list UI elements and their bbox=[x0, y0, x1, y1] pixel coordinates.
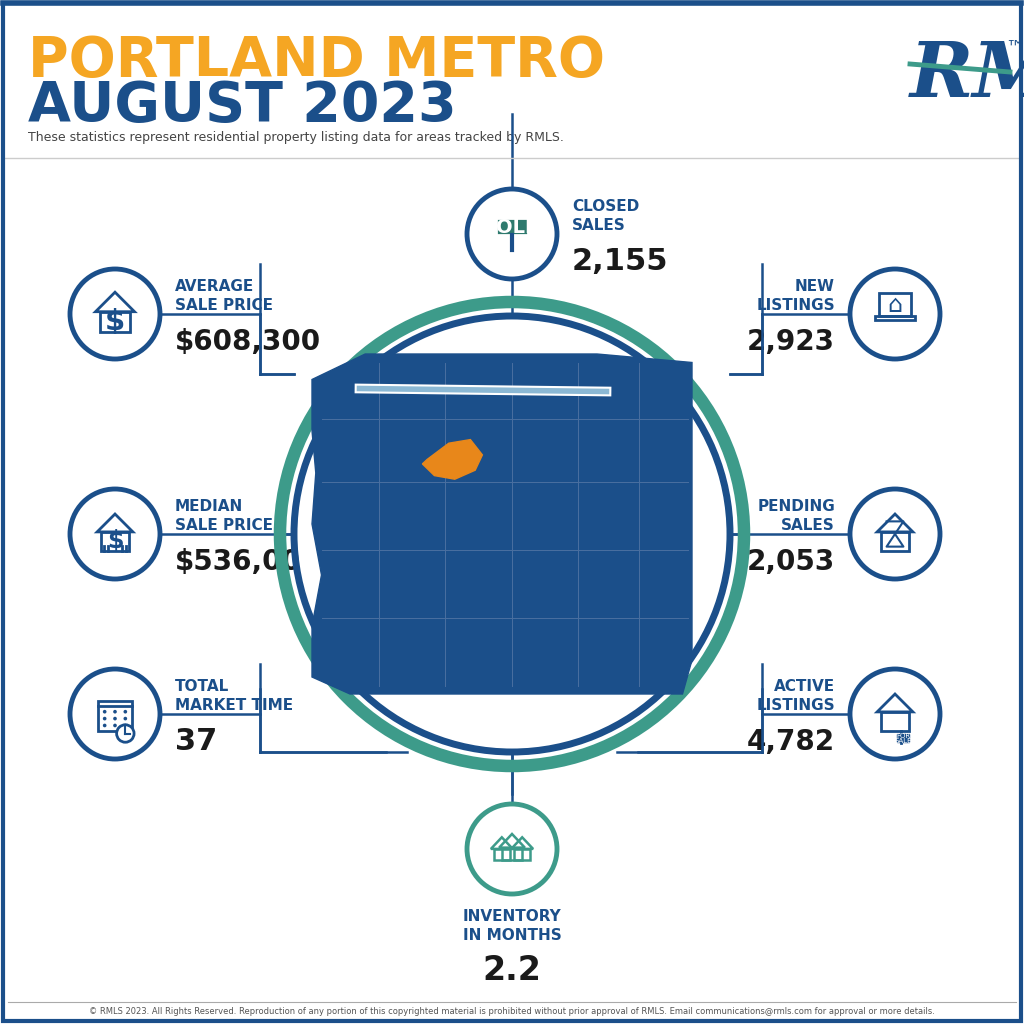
Bar bbox=[514, 849, 530, 860]
Text: RMLS: RMLS bbox=[910, 39, 1024, 113]
Bar bbox=[100, 311, 130, 333]
Text: 4,782: 4,782 bbox=[746, 728, 835, 756]
Bar bbox=[879, 293, 911, 316]
Circle shape bbox=[124, 724, 127, 727]
Bar bbox=[494, 849, 510, 860]
Bar bbox=[101, 531, 129, 551]
Circle shape bbox=[102, 717, 106, 721]
Text: $608,300: $608,300 bbox=[175, 328, 322, 356]
Bar bbox=[897, 734, 909, 742]
Text: INVENTORY
IN MONTHS: INVENTORY IN MONTHS bbox=[463, 909, 561, 943]
Text: MEDIAN
SALE PRICE: MEDIAN SALE PRICE bbox=[175, 500, 273, 532]
Circle shape bbox=[850, 669, 940, 759]
Circle shape bbox=[850, 269, 940, 359]
Text: AUGUST 2023: AUGUST 2023 bbox=[28, 79, 457, 133]
Text: $: $ bbox=[106, 528, 123, 553]
Text: $: $ bbox=[104, 308, 125, 336]
Circle shape bbox=[102, 710, 106, 714]
Circle shape bbox=[114, 724, 117, 727]
Bar bbox=[496, 218, 528, 236]
Bar bbox=[882, 712, 908, 731]
Text: AVERAGE
SALE PRICE: AVERAGE SALE PRICE bbox=[175, 280, 273, 312]
Text: CLOSED
SALES: CLOSED SALES bbox=[572, 200, 639, 232]
Polygon shape bbox=[423, 439, 482, 479]
Text: © RMLS 2023. All Rights Reserved. Reproduction of any portion of this copyrighte: © RMLS 2023. All Rights Reserved. Reprod… bbox=[89, 1007, 935, 1016]
Text: 2,923: 2,923 bbox=[746, 328, 835, 356]
Circle shape bbox=[70, 489, 160, 579]
Text: ⌂: ⌂ bbox=[888, 293, 902, 316]
Bar bbox=[3, 3, 1021, 158]
Text: 2,053: 2,053 bbox=[746, 548, 835, 575]
Text: $536,000: $536,000 bbox=[175, 548, 322, 575]
Text: 37: 37 bbox=[175, 727, 217, 757]
Bar bbox=[503, 848, 521, 860]
Circle shape bbox=[124, 717, 127, 721]
Circle shape bbox=[467, 189, 557, 279]
Circle shape bbox=[102, 724, 106, 727]
Polygon shape bbox=[312, 354, 692, 694]
Circle shape bbox=[114, 710, 117, 714]
Text: NEW
LISTINGS: NEW LISTINGS bbox=[757, 280, 835, 312]
Text: ACTIVE
LISTINGS: ACTIVE LISTINGS bbox=[757, 679, 835, 713]
Circle shape bbox=[70, 669, 160, 759]
Text: PENDING
SALES: PENDING SALES bbox=[758, 500, 835, 532]
Circle shape bbox=[297, 319, 727, 749]
Circle shape bbox=[850, 489, 940, 579]
Text: 2.2: 2.2 bbox=[482, 954, 542, 987]
Circle shape bbox=[467, 804, 557, 894]
Text: TOTAL
MARKET TIME: TOTAL MARKET TIME bbox=[175, 679, 293, 713]
Text: These statistics represent residential property listing data for areas tracked b: These statistics represent residential p… bbox=[28, 131, 564, 144]
Circle shape bbox=[117, 725, 134, 742]
Text: PORTLAND METRO: PORTLAND METRO bbox=[28, 34, 605, 88]
Text: SOLD: SOLD bbox=[482, 218, 542, 237]
Circle shape bbox=[70, 269, 160, 359]
Circle shape bbox=[114, 717, 117, 721]
Text: 2,155: 2,155 bbox=[572, 248, 669, 276]
Bar bbox=[882, 531, 908, 551]
Circle shape bbox=[124, 710, 127, 714]
Text: FOR
SALE: FOR SALE bbox=[894, 732, 911, 744]
Bar bbox=[876, 316, 914, 319]
Bar bbox=[97, 701, 132, 731]
Text: ™: ™ bbox=[1005, 39, 1024, 58]
